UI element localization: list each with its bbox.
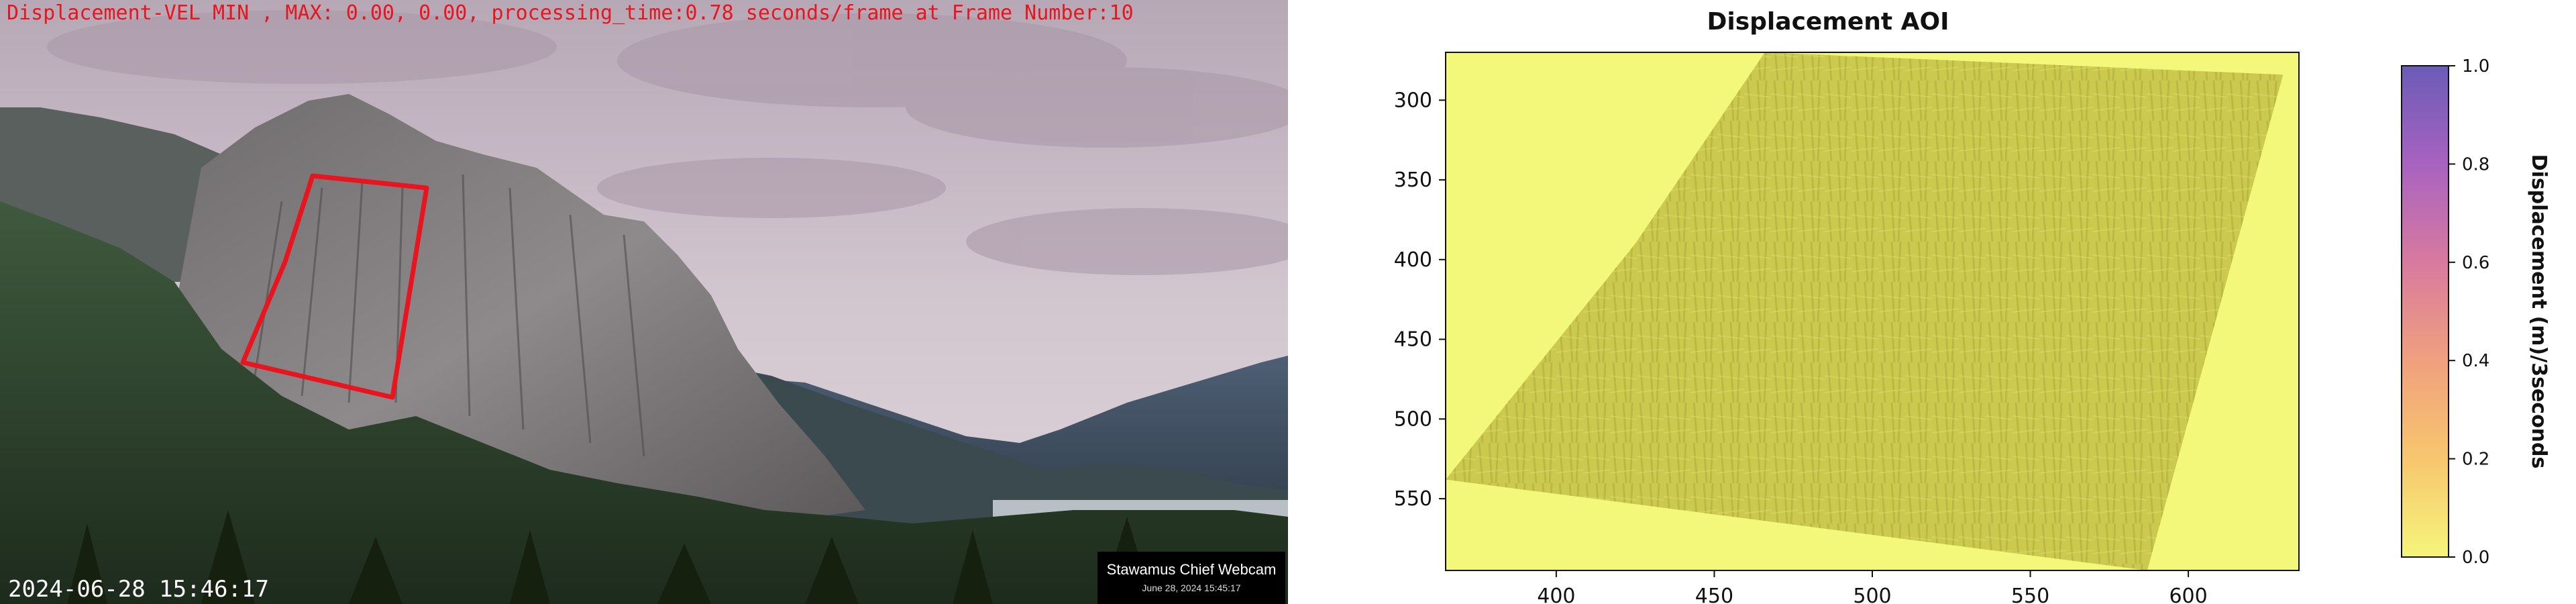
aoi-displacement-region xyxy=(1446,52,2284,570)
y-tick-label: 500 xyxy=(1394,407,1432,431)
colorbar-label: Displacement (m)/3seconds xyxy=(2527,154,2551,469)
y-tick-label: 550 xyxy=(1394,487,1432,511)
aoi-outline xyxy=(240,173,429,400)
colorbar-ticks: 0.0 0.2 0.4 0.6 0.8 1.0 xyxy=(2449,56,2489,568)
colorbar-tick-label: 0.4 xyxy=(2462,351,2489,371)
frame-timestamp: 2024-06-28 15:46:17 xyxy=(8,576,269,603)
clouds xyxy=(47,10,1288,275)
rock-streaks xyxy=(254,174,645,457)
colorbar-tick-label: 0.0 xyxy=(2462,548,2489,568)
y-tick-label: 300 xyxy=(1394,89,1432,112)
y-tick-label: 400 xyxy=(1394,248,1432,272)
y-axis-ticks: 300 350 400 450 500 550 xyxy=(1394,89,1446,511)
colorbar-bar xyxy=(2401,65,2449,558)
webcam-title: Stawamus Chief Webcam xyxy=(1106,561,1277,578)
y-tick-label: 450 xyxy=(1394,328,1432,352)
colorbar-tick-label: 1.0 xyxy=(2462,56,2489,77)
colorbar-tick-label: 0.2 xyxy=(2462,450,2489,470)
displacement-chart: Displacement AOI 400 450 500 550 600 300 350 4… xyxy=(1394,8,2551,604)
y-tick-label: 350 xyxy=(1394,168,1432,192)
x-tick-label: 450 xyxy=(1695,585,1733,604)
colorbar-tick-label: 0.8 xyxy=(2462,154,2489,174)
webcam-date: June 28, 2024 15:45:17 xyxy=(1142,583,1241,593)
webcam-image xyxy=(0,0,1288,604)
webcam-caption: Stawamus Chief Webcam June 28, 2024 15:4… xyxy=(1097,552,1285,604)
webcam-frame: Displacement-VEL MIN , MAX: 0.00, 0.00, … xyxy=(0,0,1288,604)
colorbar-tick-label: 0.6 xyxy=(2462,253,2489,273)
forest xyxy=(0,201,1288,604)
displacement-chart-panel: Displacement AOI 400 450 500 550 600 300 350 4… xyxy=(1288,0,2576,604)
x-tick-label: 400 xyxy=(1537,585,1575,604)
colorbar: 0.0 0.2 0.4 0.6 0.8 1.0 Displacement (m)/3sec… xyxy=(2401,56,2551,568)
x-tick-label: 550 xyxy=(2011,585,2049,604)
x-tick-label: 600 xyxy=(2169,585,2207,604)
processing-overlay-text: Displacement-VEL MIN , MAX: 0.00, 0.00, … xyxy=(7,1,1134,25)
mid-mountains xyxy=(704,362,1288,523)
chart-title: Displacement AOI xyxy=(1707,8,1949,36)
x-tick-label: 500 xyxy=(1853,585,1891,604)
plot-area xyxy=(1445,52,2300,571)
x-axis-ticks: 400 450 500 550 600 xyxy=(1537,570,2208,604)
